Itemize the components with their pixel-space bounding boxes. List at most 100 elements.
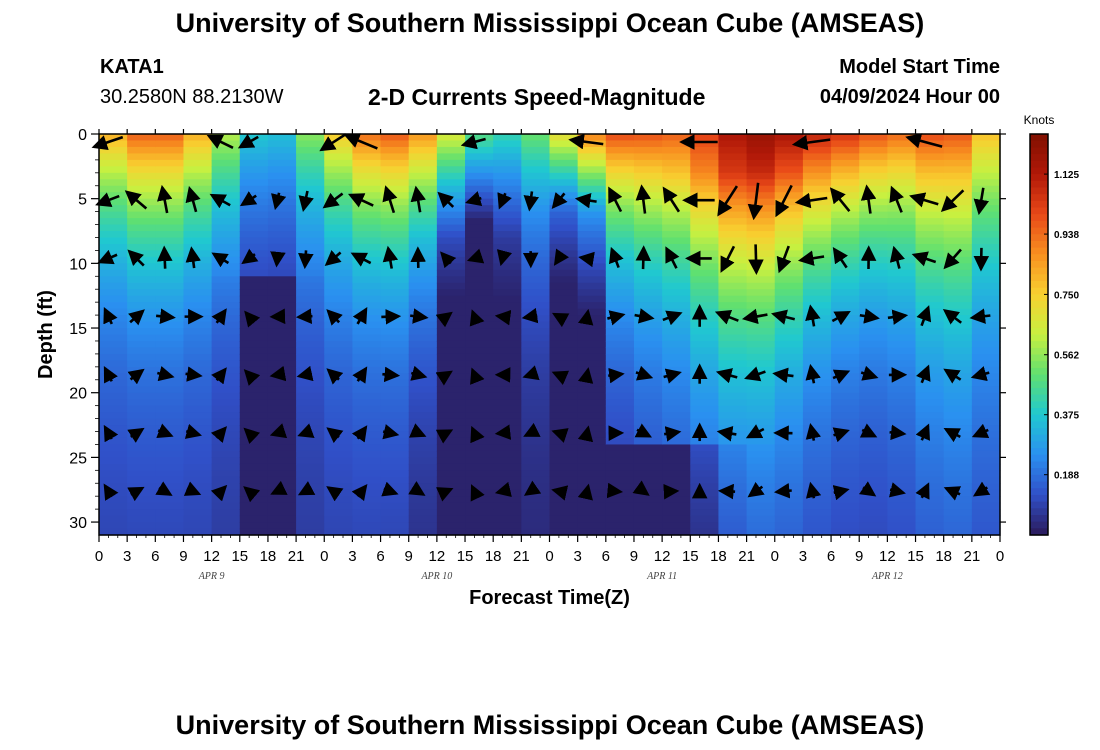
current-arrow [497,192,512,210]
heatmap-cell [746,476,776,484]
current-arrow [243,369,261,386]
heatmap-cell [493,185,522,193]
heatmap-cell [859,166,888,174]
heatmap-cell [549,237,579,245]
heatmap-cell [211,347,241,355]
heatmap-cell [380,134,410,142]
heatmap-cell [324,450,354,458]
heatmap-cell [718,328,748,336]
heatmap-cell [718,515,748,523]
x-tick-label: 18 [260,548,277,565]
heatmap-cell [718,450,748,458]
current-arrow [663,426,682,442]
heatmap-cell [352,515,382,523]
heatmap-cell [267,379,297,387]
heatmap-cell [943,340,973,349]
heatmap-cell [943,405,973,413]
current-arrow [608,186,623,213]
heatmap-cell [296,166,325,174]
heatmap-cell [802,444,832,452]
heatmap-cell [774,373,804,381]
current-arrow [436,487,454,502]
heatmap-cell [802,418,832,426]
current-arrow [295,308,313,324]
heatmap-cell [774,269,804,277]
heatmap-cell [605,269,635,277]
heatmap-cell [774,379,804,387]
heatmap-cell [690,276,720,284]
heatmap-cell [859,276,888,284]
heatmap-cell [127,392,156,400]
current-arrow [435,311,453,328]
heatmap-cell [577,489,607,497]
heatmap-cell [493,353,522,361]
heatmap-cell [127,340,156,349]
current-arrow [351,483,368,502]
heatmap-cell [183,269,213,277]
heatmap-cell [831,360,860,368]
heatmap-cell [887,502,917,510]
heatmap-cell [267,347,297,355]
heatmap-cell [211,353,241,361]
current-arrow [888,482,906,498]
heatmap-cell [943,470,973,478]
heatmap-cell [718,276,748,284]
heatmap-cell [352,366,382,374]
heatmap-cell [296,392,325,400]
heatmap-cell [802,353,832,361]
heatmap-cell [831,463,860,471]
heatmap-cell [802,412,832,420]
heatmap-cell [915,457,945,465]
heatmap-cell [465,321,494,329]
heatmap-cell [324,269,354,277]
heatmap-cell [436,425,466,433]
heatmap-cell [155,340,185,349]
current-arrow [127,486,145,502]
heatmap-cell [183,360,213,368]
heatmap-cell [633,140,663,148]
heatmap-cell [662,276,691,284]
heatmap-cell [465,392,494,400]
heatmap-cell [971,399,1001,407]
heatmap-cell [718,412,748,420]
heatmap-cell [211,522,241,530]
heatmap-cell [211,489,241,497]
heatmap-cell [408,399,438,407]
current-arrow [124,190,148,210]
heatmap-cell [296,405,325,413]
colorbar-segment [1030,521,1048,529]
heatmap-cell [915,418,945,426]
heatmap-cell [746,509,776,517]
x-tick-label: 0 [996,548,1004,565]
heatmap-cell [577,282,607,290]
heatmap-cell [493,308,522,316]
colorbar-segment [1030,408,1048,416]
heatmap-cell [127,179,156,187]
heatmap-cell [211,412,241,420]
heatmap-cell [577,405,607,413]
heatmap-cell [352,392,382,400]
heatmap-cell [239,515,269,523]
colorbar-segment [1030,481,1048,489]
heatmap-cell [662,269,691,277]
heatmap-cell [408,243,438,252]
heatmap-cell [774,463,804,471]
current-arrow [460,134,486,150]
heatmap-cell [746,140,776,148]
heatmap-cell [774,334,804,342]
heatmap-cell [324,211,354,219]
heatmap-cell [183,334,213,342]
heatmap-cell [690,457,720,465]
heatmap-cell [831,172,860,180]
current-arrow [437,191,455,209]
heatmap-cell [521,450,551,458]
heatmap-cell [267,528,297,536]
heatmap-cell [971,444,1001,452]
heatmap-cell [859,476,888,484]
heatmap-cell [802,218,832,226]
heatmap-cell [915,146,945,155]
heatmap-cell [943,269,973,277]
heatmap-cell [408,412,438,420]
heatmap-cell [549,250,579,258]
y-tick-label: 30 [69,515,87,532]
